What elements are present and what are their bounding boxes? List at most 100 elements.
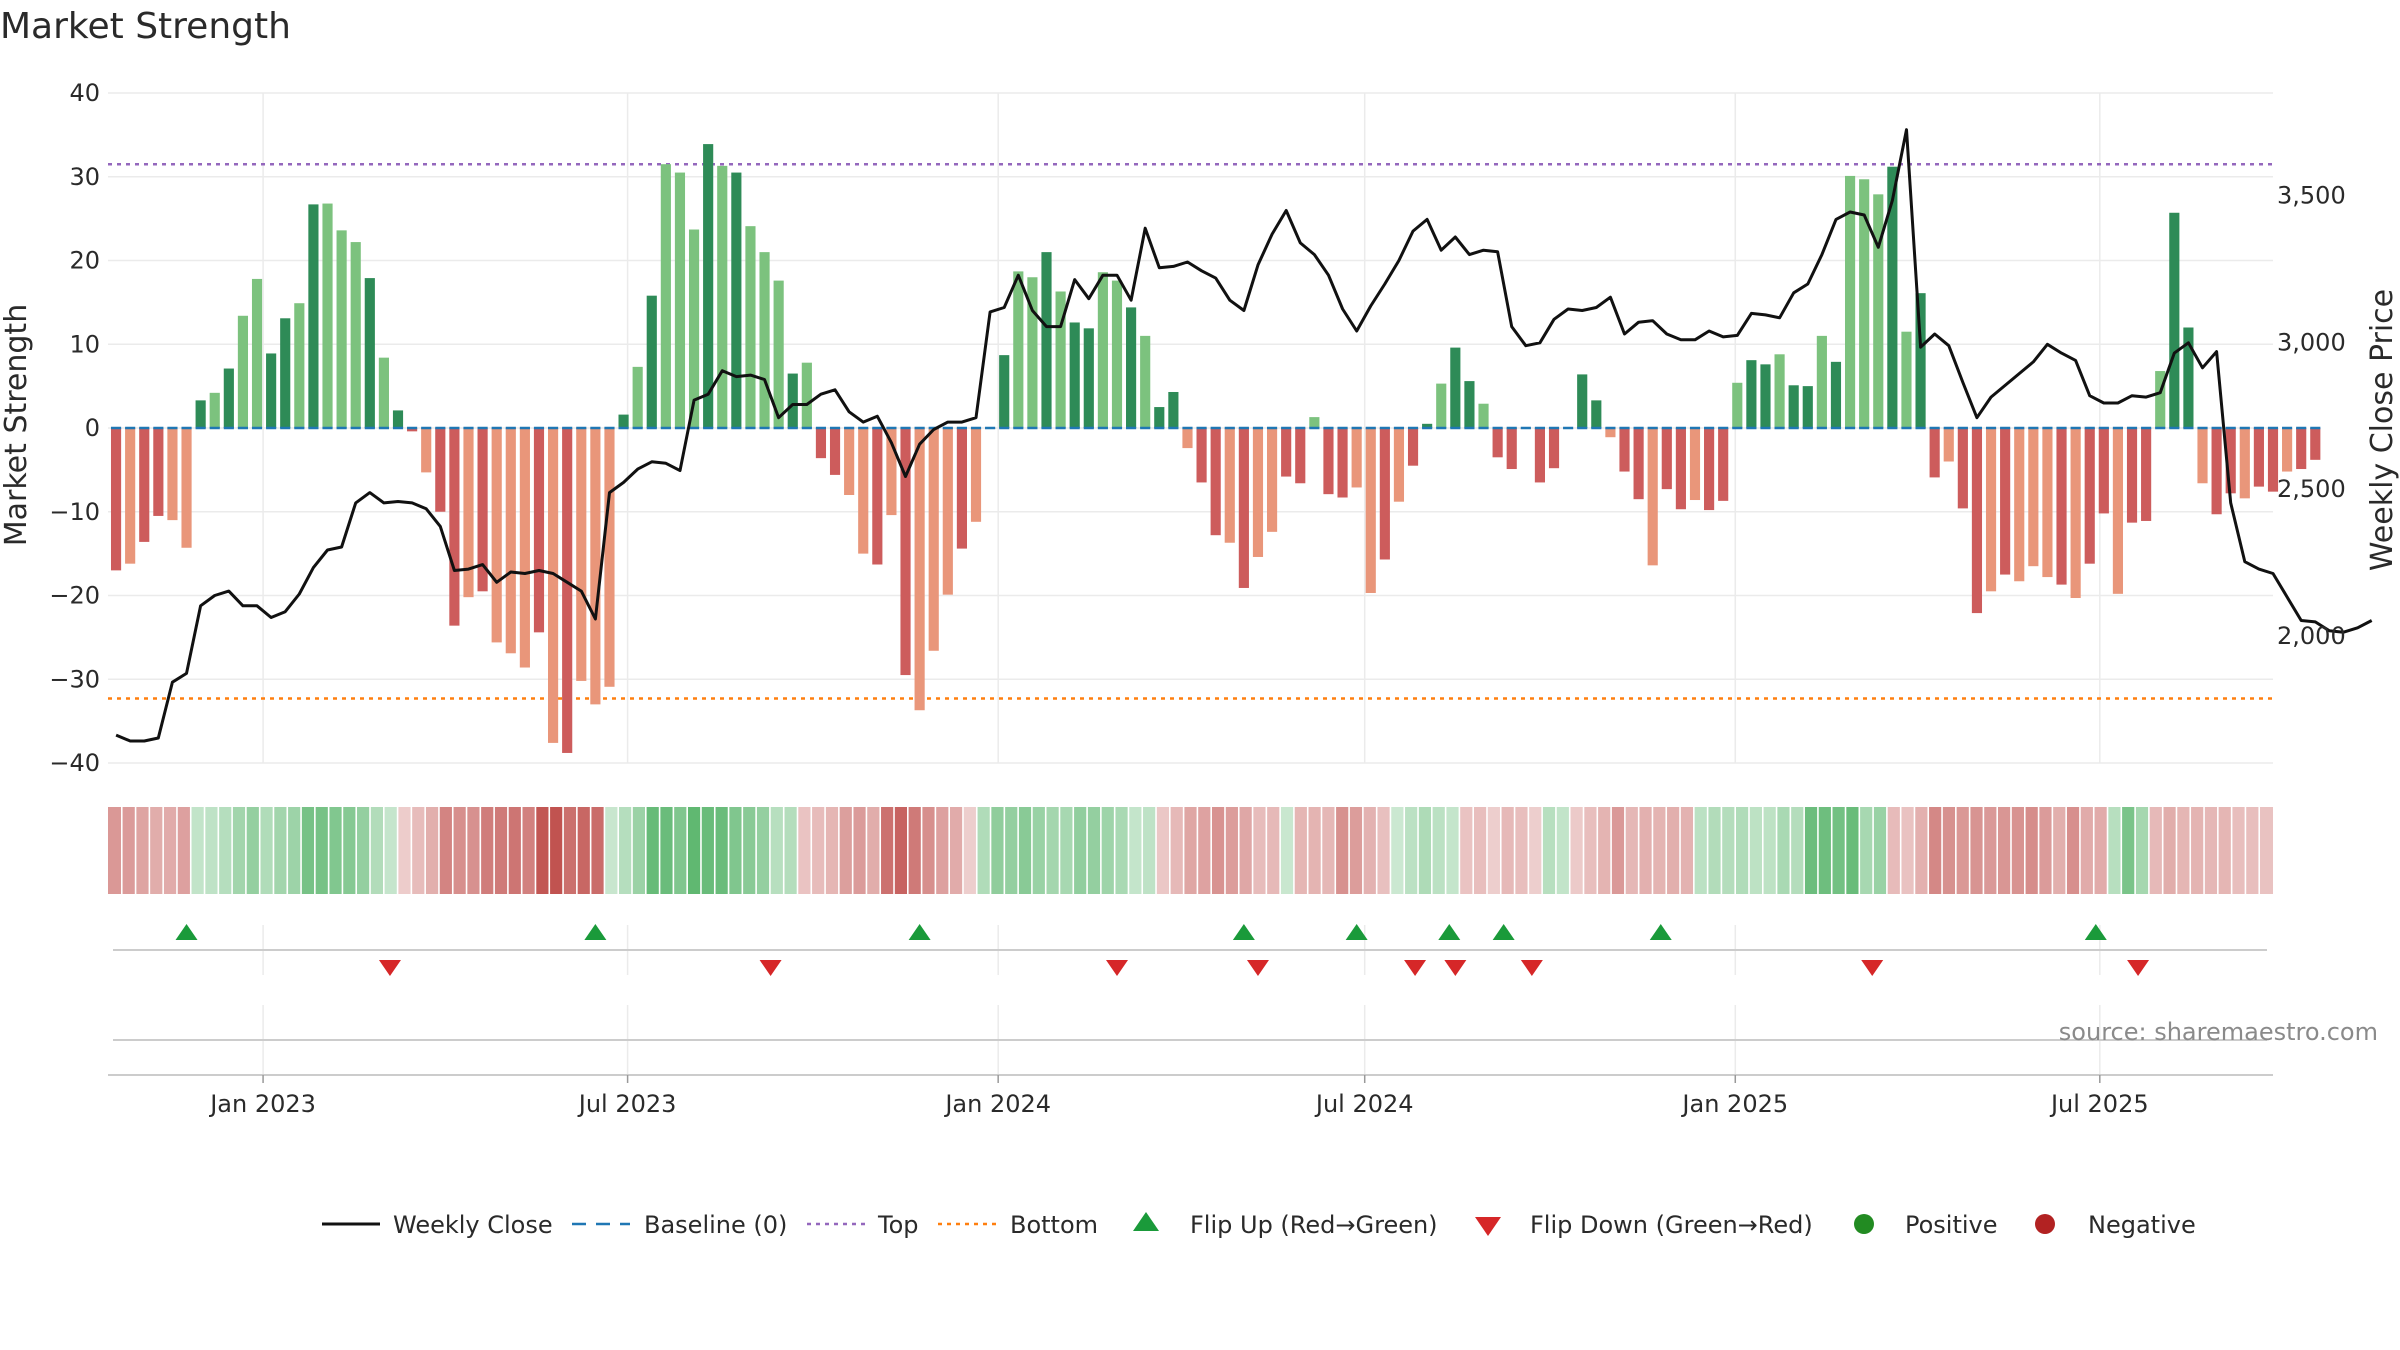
heat-cell bbox=[1404, 807, 1419, 894]
heat-cell bbox=[1018, 807, 1032, 894]
heat-cell bbox=[1211, 807, 1225, 894]
legend-label: Positive bbox=[1905, 1211, 1998, 1239]
heat-cell bbox=[2231, 807, 2246, 894]
strength-bar bbox=[1027, 277, 1038, 428]
strength-bar bbox=[2310, 428, 2321, 460]
heat-cell bbox=[549, 807, 564, 894]
heat-cell bbox=[2162, 807, 2177, 894]
strength-bar bbox=[364, 278, 375, 428]
heat-cell bbox=[108, 807, 122, 894]
strength-bar bbox=[421, 428, 432, 473]
heat-cell bbox=[1666, 807, 1681, 894]
heat-cell bbox=[1555, 807, 1570, 894]
heat-cell bbox=[1280, 807, 1294, 894]
heat-cell bbox=[535, 807, 550, 894]
heat-cell bbox=[2148, 807, 2163, 894]
strength-bar bbox=[1309, 417, 1320, 428]
strength-bar bbox=[886, 428, 897, 516]
heat-cell bbox=[1886, 807, 1901, 894]
strength-bar bbox=[759, 252, 770, 428]
heat-cell bbox=[1197, 807, 1212, 894]
heat-cell bbox=[2052, 807, 2067, 894]
strength-bar bbox=[2098, 428, 2109, 514]
strength-bar bbox=[815, 428, 827, 459]
heat-cell bbox=[825, 807, 839, 894]
heat-cell bbox=[1445, 807, 1460, 894]
strength-bar bbox=[1379, 428, 1390, 560]
heat-cell bbox=[1748, 807, 1763, 894]
strength-bar bbox=[1281, 428, 1292, 477]
heat-cell bbox=[1652, 807, 1667, 894]
strength-bar bbox=[153, 428, 164, 516]
heat-cell bbox=[1087, 807, 1101, 894]
y-tick-left: −30 bbox=[49, 665, 100, 693]
heat-cell bbox=[962, 807, 977, 894]
heat-cell bbox=[2010, 807, 2025, 894]
flip-down-marker bbox=[378, 960, 401, 976]
strength-bar bbox=[491, 428, 502, 643]
strength-bar bbox=[477, 428, 488, 592]
strength-bar bbox=[280, 318, 291, 428]
heat-cell bbox=[1873, 807, 1887, 894]
heat-cell bbox=[1100, 807, 1115, 894]
strength-bar bbox=[519, 428, 530, 668]
heat-cell bbox=[1721, 807, 1736, 894]
heat-cell bbox=[700, 807, 715, 894]
heat-cell bbox=[590, 807, 605, 894]
heat-cell bbox=[1845, 807, 1860, 894]
y-axis-left-title: Market Strength bbox=[0, 304, 34, 546]
strength-bars bbox=[110, 144, 2321, 753]
strength-bar bbox=[1210, 428, 1221, 536]
heat-cell bbox=[1293, 807, 1308, 894]
strength-bar bbox=[139, 428, 150, 542]
strength-bar bbox=[2169, 212, 2180, 428]
reference-lines bbox=[108, 162, 2273, 700]
heat-cell bbox=[314, 807, 329, 894]
strength-bar bbox=[1802, 386, 1813, 428]
heat-cell bbox=[1224, 807, 1239, 894]
strength-bar bbox=[1816, 335, 1827, 428]
strength-bar bbox=[1859, 179, 1870, 428]
heat-cell bbox=[1693, 807, 1708, 894]
strength-bar bbox=[2183, 327, 2194, 428]
heat-cell bbox=[2217, 807, 2232, 894]
heat-cell bbox=[1514, 807, 1529, 894]
heat-cell bbox=[1900, 807, 1915, 894]
strength-bar bbox=[956, 428, 967, 549]
strength-bar bbox=[1450, 347, 1461, 428]
strength-bar bbox=[1041, 252, 1052, 428]
flip-down-marker bbox=[1861, 960, 1884, 976]
y-tick-right: 3,500 bbox=[2277, 181, 2346, 209]
heat-cell bbox=[1473, 807, 1487, 894]
y-tick-right: 3,000 bbox=[2277, 328, 2346, 356]
strength-bar bbox=[1055, 291, 1066, 428]
strength-bar bbox=[1873, 194, 1884, 428]
strength-bar bbox=[322, 203, 333, 428]
heat-cell bbox=[2259, 807, 2273, 894]
strength-bar bbox=[407, 428, 418, 432]
strength-bar bbox=[562, 428, 573, 753]
strength-bar bbox=[1323, 428, 1334, 495]
heat-cell bbox=[452, 807, 467, 894]
strength-bar bbox=[181, 428, 192, 548]
strength-bar bbox=[1830, 361, 1842, 428]
heat-cell bbox=[797, 807, 812, 894]
y-tick-left: −20 bbox=[49, 582, 100, 610]
strength-bar bbox=[731, 172, 742, 428]
strength-bar bbox=[787, 373, 798, 428]
heat-cell bbox=[1045, 807, 1060, 894]
heat-cell bbox=[1156, 807, 1170, 894]
heat-cell bbox=[1307, 807, 1322, 894]
strength-bar bbox=[266, 353, 277, 428]
strength-bar bbox=[1718, 428, 1729, 501]
strength-bar bbox=[1492, 428, 1503, 458]
strength-bar bbox=[1393, 428, 1405, 502]
flip-down-marker bbox=[2127, 960, 2150, 976]
y-tick-left: 30 bbox=[69, 163, 100, 191]
strength-bar bbox=[1154, 407, 1165, 428]
flip-down-marker bbox=[1404, 960, 1427, 976]
x-axis: Jan 2023 Jul 2023 Jan 2024 Jul 2024 Jan 2025… bbox=[108, 1074, 2273, 1118]
strength-bar bbox=[1140, 335, 1151, 428]
strength-bar bbox=[237, 315, 249, 428]
heat-cell bbox=[328, 807, 343, 894]
